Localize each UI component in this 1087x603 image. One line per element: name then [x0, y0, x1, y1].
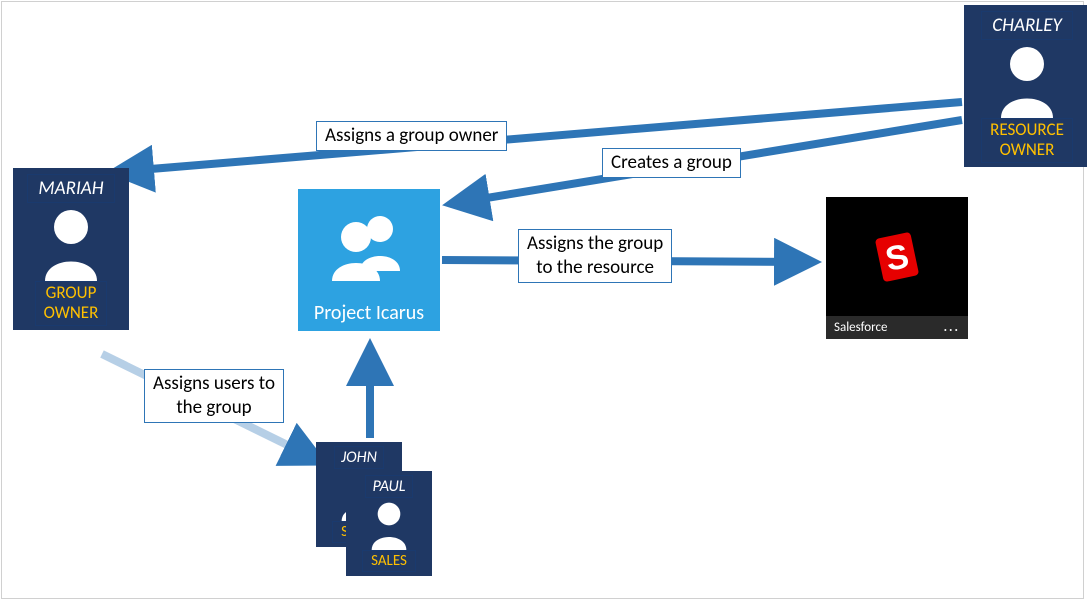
person-role-paul: SALES — [362, 550, 416, 572]
person-icon — [991, 40, 1063, 118]
group-tile-label: Project Icarus — [314, 301, 424, 325]
label-creates-group: Creates a group — [602, 148, 741, 178]
resource-tile: S Salesforce ... — [826, 197, 968, 339]
edge-assign-owner — [114, 102, 962, 172]
diagram-canvas: CHARLEY RESOURCE OWNER MARIAH GROUP OWNE… — [1, 1, 1084, 599]
person-icon — [35, 203, 107, 281]
person-name-john: JOHN — [334, 446, 384, 469]
label-assign-users: Assigns users to the group — [144, 369, 284, 423]
person-role-charley: RESOURCE OWNER — [981, 118, 1073, 163]
label-assign-owner: Assigns a group owner — [316, 121, 507, 151]
person-card-mariah: MARIAH GROUP OWNER — [13, 168, 129, 330]
person-icon — [365, 498, 413, 550]
resource-label: Salesforce — [834, 320, 887, 335]
group-icon — [326, 209, 412, 281]
salesforce-icon: S — [865, 225, 929, 289]
ellipsis-icon: ... — [944, 320, 960, 335]
person-name-mariah: MARIAH — [27, 174, 114, 203]
person-name-paul: PAUL — [365, 475, 412, 498]
label-assign-group: Assigns the group to the resource — [518, 229, 672, 283]
person-card-charley: CHARLEY RESOURCE OWNER — [964, 5, 1087, 167]
person-card-paul: PAUL SALES — [346, 471, 432, 576]
group-tile: Project Icarus — [298, 189, 440, 331]
person-role-mariah: GROUP OWNER — [35, 281, 108, 326]
person-name-charley: CHARLEY — [981, 11, 1073, 40]
